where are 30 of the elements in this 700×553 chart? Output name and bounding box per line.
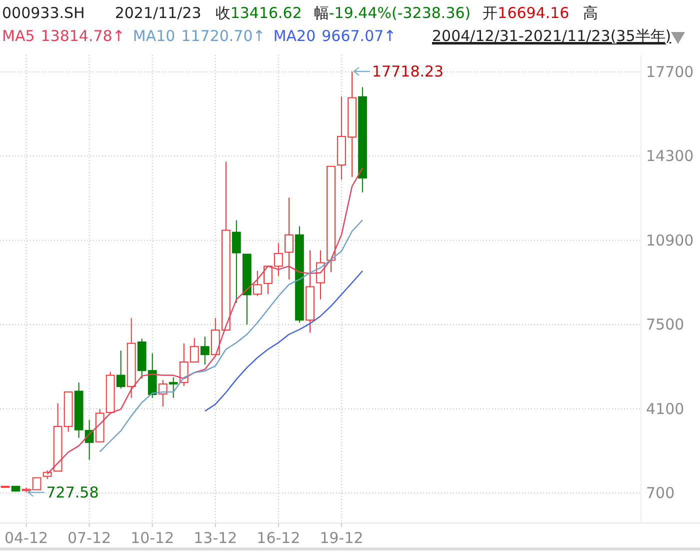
y-tick-label: 4100 bbox=[646, 400, 684, 418]
x-tick-label: 10-12 bbox=[130, 529, 174, 547]
y-tick-label: 700 bbox=[646, 484, 675, 502]
text: 16694.16 bbox=[498, 4, 570, 22]
text: 13814.78↑ bbox=[40, 27, 125, 45]
y-tick-label: 10900 bbox=[646, 231, 694, 250]
text: 开 bbox=[482, 4, 498, 22]
text: 收 bbox=[215, 4, 230, 22]
text: MA20 bbox=[273, 27, 316, 45]
y-tick-label: 14300 bbox=[646, 147, 694, 166]
text: 11720.70↑ bbox=[181, 27, 266, 45]
text: 高 bbox=[583, 4, 598, 22]
text: 2021/11/23 bbox=[114, 4, 202, 22]
text: 9667.07↑ bbox=[322, 27, 396, 45]
x-tick-label: 07-12 bbox=[68, 529, 112, 547]
text: 13416.62 bbox=[230, 4, 302, 22]
x-tick-label: 19-12 bbox=[320, 529, 364, 547]
x-tick-label: 04-12 bbox=[4, 529, 48, 547]
x-tick-label: 13-12 bbox=[194, 529, 238, 547]
x-tick-label: 16-12 bbox=[256, 529, 300, 547]
text: -19.44%(-3238.36) bbox=[328, 4, 471, 22]
text: 幅 bbox=[314, 4, 329, 22]
text: MA5 bbox=[2, 27, 35, 45]
annotation: 17718.23 bbox=[372, 62, 444, 80]
annotation: 727.58 bbox=[46, 483, 99, 502]
y-tick-label: 7500 bbox=[646, 316, 684, 334]
chart-title: 000933.SH bbox=[2, 4, 85, 22]
text: MA10 bbox=[132, 27, 176, 45]
y-tick-label: 17700 bbox=[646, 62, 694, 81]
text: 2004/12/31-2021/11/23(35半年) bbox=[432, 27, 672, 45]
